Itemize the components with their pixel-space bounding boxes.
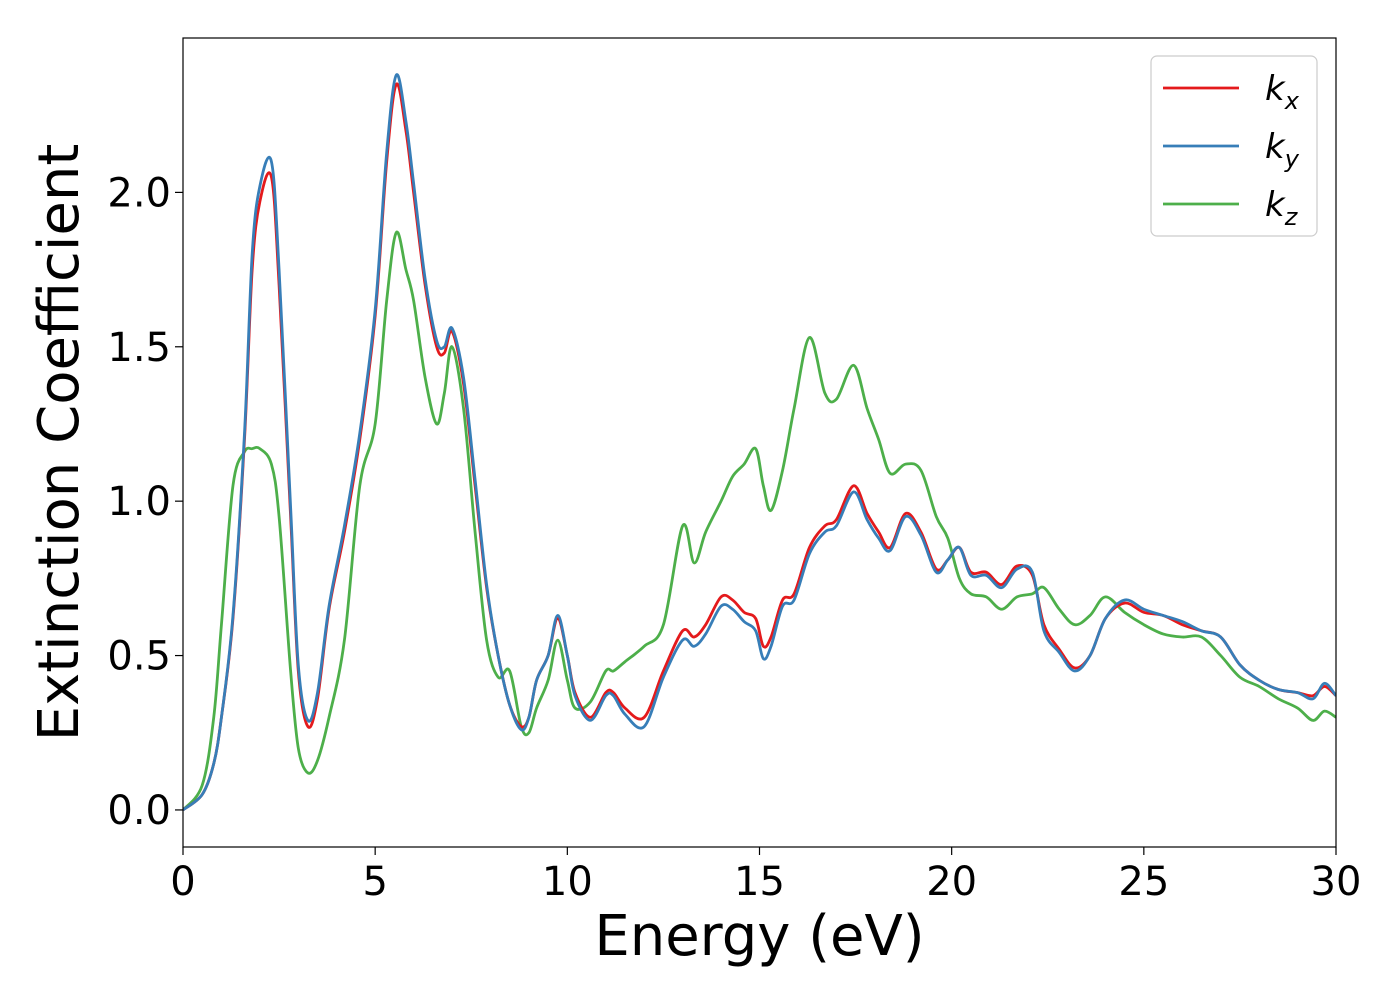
y-axis-title: Extinction Coefficient (27, 144, 92, 742)
y-tick-label: 1.5 (107, 325, 171, 371)
legend-label-symbol: k (1265, 127, 1286, 167)
x-tick-label: 5 (362, 859, 387, 905)
x-axis-title: Energy (eV) (594, 904, 924, 969)
x-tick-label: 10 (542, 859, 593, 905)
legend-label-subscript: x (1284, 87, 1300, 115)
y-tick-label: 0.0 (107, 788, 171, 834)
x-tick-label: 20 (926, 859, 977, 905)
series-lines (183, 73, 1336, 812)
x-axis-ticks: 0 5 10 15 20 25 30 (170, 847, 1361, 905)
x-tick-label: 0 (170, 859, 195, 905)
legend-label-subscript: z (1284, 203, 1299, 231)
y-tick-label: 1.0 (107, 479, 171, 525)
x-tick-label: 25 (1118, 859, 1169, 905)
legend-label-kx: kx (1265, 69, 1300, 115)
series-line-kx (183, 82, 1336, 812)
y-tick-label: 2.0 (107, 170, 171, 216)
series-line-ky (183, 73, 1336, 812)
legend-label-subscript: y (1284, 145, 1300, 173)
legend-label-ky: ky (1265, 127, 1300, 173)
y-axis-ticks: 0.0 0.5 1.0 1.5 2.0 (107, 170, 183, 834)
series-line-kz (183, 230, 1336, 811)
x-tick-label: 30 (1311, 859, 1362, 905)
legend-label-symbol: k (1265, 185, 1286, 225)
legend-label-symbol: k (1265, 69, 1286, 109)
x-tick-label: 15 (734, 859, 785, 905)
legend-label-kz: kz (1265, 185, 1299, 231)
y-tick-label: 0.5 (107, 634, 171, 680)
